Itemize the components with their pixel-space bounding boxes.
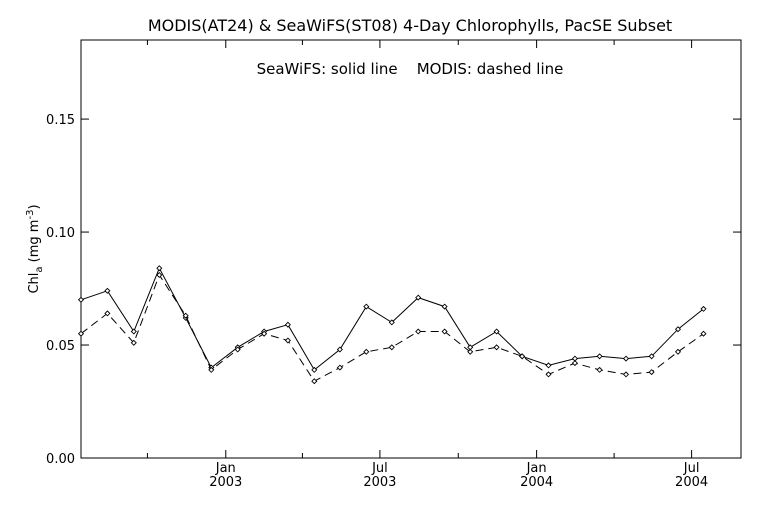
- data-point: [467, 348, 474, 355]
- y-axis-label-close: ): [27, 204, 42, 209]
- x-tick-label-year: 2004: [520, 475, 553, 490]
- data-point: [388, 319, 395, 326]
- data-point: [363, 348, 370, 355]
- data-point: [284, 321, 291, 328]
- data-point: [77, 330, 85, 337]
- series-line-solid: [80, 267, 704, 371]
- data-point: [130, 339, 137, 346]
- x-tick-label-month: Jan: [215, 461, 236, 476]
- series-group: [77, 265, 707, 385]
- chart-title: MODIS(AT24) & SeaWiFS(ST08) 4-Day Chloro…: [148, 16, 672, 35]
- y-tick-label: 0.00: [46, 452, 75, 467]
- data-point: [208, 366, 215, 373]
- data-point: [311, 378, 318, 385]
- y-axis-label-subscript: a: [34, 266, 45, 272]
- data-point: [77, 296, 85, 303]
- data-point: [261, 330, 268, 337]
- data-point: [104, 310, 111, 317]
- data-point: [622, 355, 630, 362]
- y-tick-label: 0.05: [46, 339, 75, 354]
- data-point: [700, 305, 707, 312]
- plot-frame: [80, 39, 742, 459]
- data-point: [674, 326, 682, 333]
- x-tick-label-month: Jan: [526, 461, 547, 476]
- series-line-dashed: [80, 273, 704, 382]
- data-point: [493, 344, 500, 351]
- x-tick-label-year: 2004: [675, 475, 708, 490]
- data-point: [596, 366, 603, 373]
- data-point: [415, 294, 422, 301]
- y-axis-label: Chla (mg m-3): [25, 204, 45, 293]
- series-dashed: [77, 271, 707, 385]
- x-tick-label-year: 2003: [209, 475, 242, 490]
- x-tick-label-year: 2003: [363, 475, 396, 490]
- data-point: [284, 337, 291, 344]
- y-axis-label-superscript: -3: [25, 210, 36, 220]
- x-tick-label-month: Jul: [371, 461, 388, 476]
- y-axis-label-base: Chl: [27, 273, 42, 294]
- data-point: [104, 287, 111, 294]
- data-point: [130, 328, 137, 335]
- data-point: [648, 353, 655, 360]
- data-point: [674, 348, 682, 355]
- y-tick-label: 0.10: [46, 226, 75, 241]
- data-point: [545, 371, 552, 378]
- axis-ticks: 0.000.050.100.15Jan2003Jul2003Jan2004Jul…: [46, 40, 741, 490]
- data-point: [336, 364, 343, 371]
- data-point: [493, 328, 500, 335]
- data-point: [596, 353, 603, 360]
- data-point: [441, 303, 448, 310]
- data-point: [545, 362, 552, 369]
- data-point: [363, 303, 370, 310]
- data-point: [388, 344, 395, 351]
- data-point: [311, 366, 318, 373]
- data-point: [622, 371, 630, 378]
- data-point: [336, 346, 343, 353]
- data-point: [571, 360, 578, 367]
- data-point: [441, 328, 448, 335]
- data-point: [182, 312, 189, 319]
- data-point: [234, 346, 241, 353]
- y-axis-label-units: (mg m: [27, 220, 42, 267]
- data-point: [648, 369, 655, 376]
- chart-legend-note: SeaWiFS: solid line MODIS: dashed line: [257, 60, 564, 78]
- data-point: [519, 353, 526, 360]
- x-tick-label-month: Jul: [683, 461, 700, 476]
- data-point: [156, 271, 163, 279]
- data-point: [156, 265, 163, 272]
- y-tick-label: 0.15: [46, 113, 75, 128]
- data-point: [700, 330, 707, 337]
- series-solid: [77, 265, 707, 373]
- data-point: [415, 328, 422, 335]
